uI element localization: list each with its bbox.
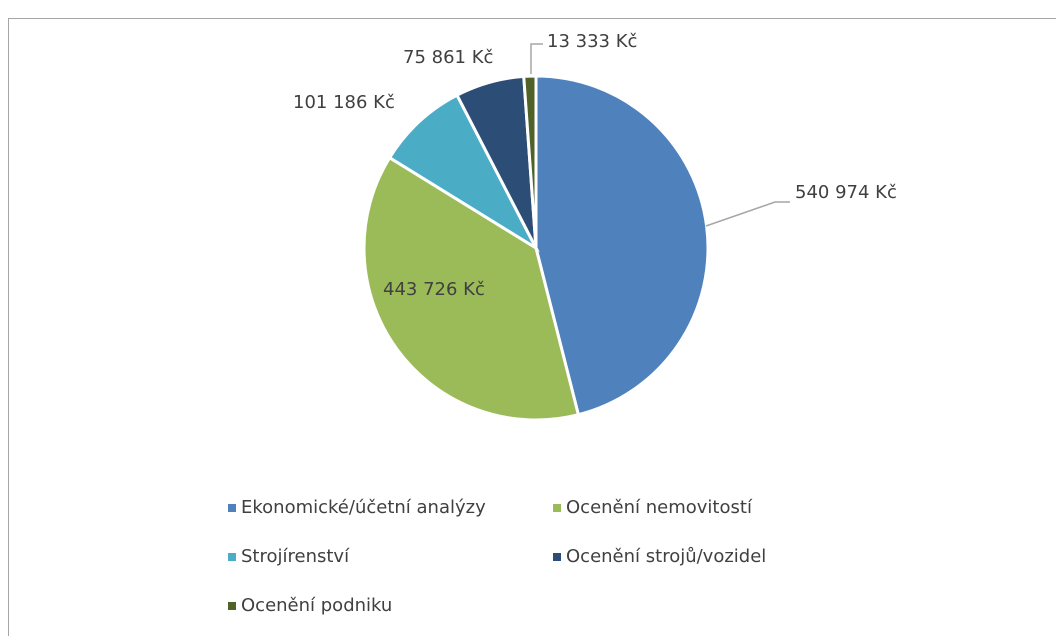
legend-label: Strojírenství	[241, 546, 350, 567]
pie-slice	[522, 74, 538, 249]
legend-marker	[553, 553, 561, 561]
data-label: 75 861 Kč	[403, 47, 493, 68]
legend-marker	[553, 504, 561, 512]
pie-slice	[387, 93, 540, 253]
leader-line	[530, 43, 543, 74]
data-label: 101 186 Kč	[293, 92, 395, 113]
legend-label: Ekonomické/účetní analýzy	[241, 497, 486, 518]
pie-slice	[362, 155, 581, 422]
data-label: 540 974 Kč	[795, 182, 897, 203]
legend-marker	[228, 553, 236, 561]
data-label: 443 726 Kč	[383, 279, 485, 300]
legend-label: Ocenění strojů/vozidel	[566, 546, 766, 567]
legend-marker	[228, 602, 236, 610]
data-label: 13 333 Kč	[547, 31, 637, 52]
legend-label: Ocenění nemovitostí	[566, 497, 753, 518]
leader-line	[705, 201, 790, 227]
pie-slice	[534, 74, 710, 417]
legend-label: Ocenění podniku	[241, 595, 392, 616]
legend-marker	[228, 504, 236, 512]
